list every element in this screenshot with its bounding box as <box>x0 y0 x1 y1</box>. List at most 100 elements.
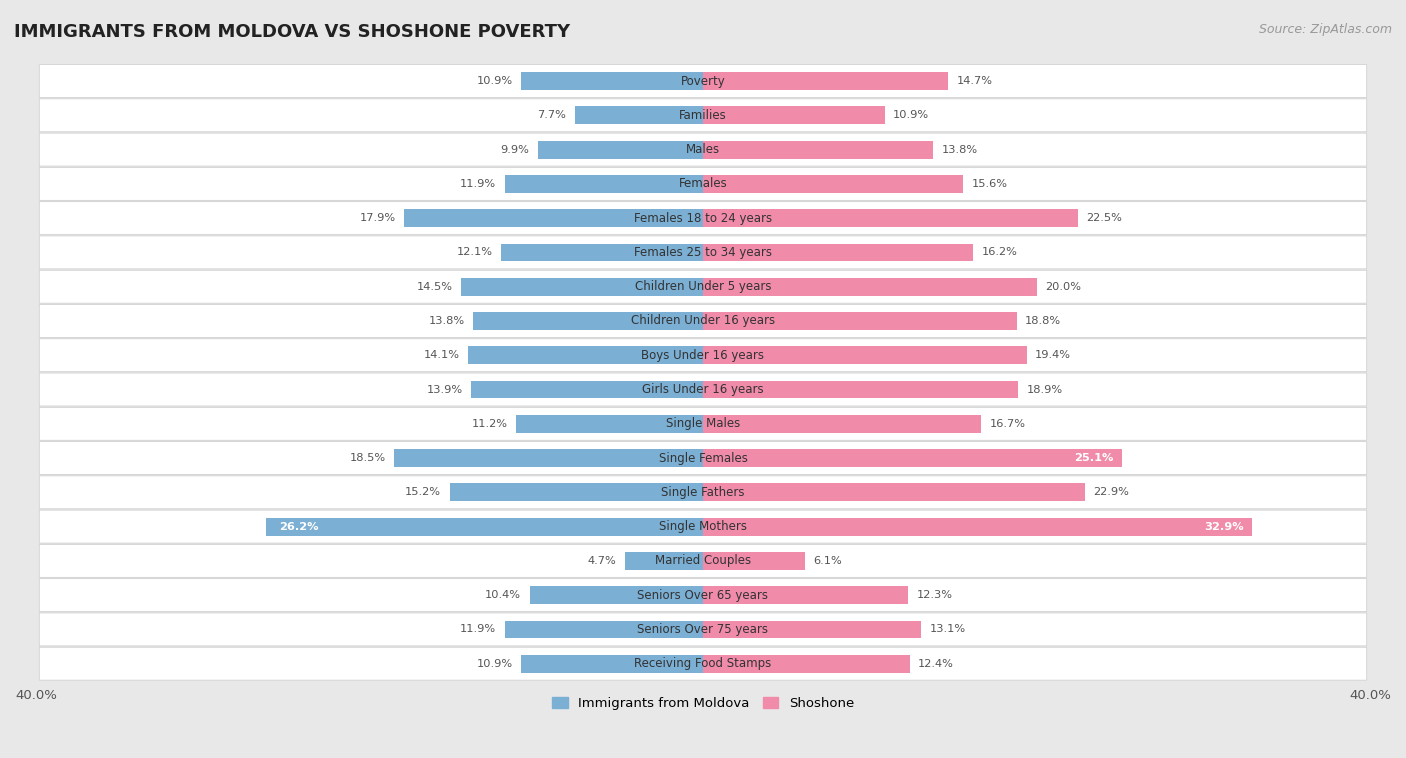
Text: 22.5%: 22.5% <box>1087 213 1122 223</box>
Text: Children Under 5 years: Children Under 5 years <box>634 280 772 293</box>
Text: 9.9%: 9.9% <box>501 145 530 155</box>
FancyBboxPatch shape <box>39 339 1367 371</box>
Text: Children Under 16 years: Children Under 16 years <box>631 315 775 327</box>
Bar <box>703 312 1017 330</box>
Bar <box>501 243 703 262</box>
Text: 16.7%: 16.7% <box>990 418 1026 429</box>
Text: 22.9%: 22.9% <box>1094 487 1129 497</box>
FancyBboxPatch shape <box>39 64 1367 98</box>
Text: 15.2%: 15.2% <box>405 487 441 497</box>
Text: 10.9%: 10.9% <box>893 111 929 121</box>
Text: Families: Families <box>679 109 727 122</box>
Bar <box>703 243 973 262</box>
FancyBboxPatch shape <box>39 236 1367 269</box>
FancyBboxPatch shape <box>39 647 1367 680</box>
Bar <box>703 655 910 672</box>
Text: Source: ZipAtlas.com: Source: ZipAtlas.com <box>1258 23 1392 36</box>
Bar <box>450 484 703 501</box>
Bar <box>530 586 703 604</box>
Legend: Immigrants from Moldova, Shoshone: Immigrants from Moldova, Shoshone <box>547 691 859 715</box>
Text: Receiving Food Stamps: Receiving Food Stamps <box>634 657 772 670</box>
Text: 12.3%: 12.3% <box>917 590 952 600</box>
Text: Poverty: Poverty <box>681 74 725 87</box>
Bar <box>624 552 703 570</box>
Bar <box>471 381 703 399</box>
Text: Single Males: Single Males <box>666 418 740 431</box>
FancyBboxPatch shape <box>39 168 1367 200</box>
Bar <box>703 381 1018 399</box>
Text: Females 18 to 24 years: Females 18 to 24 years <box>634 211 772 224</box>
Text: Seniors Over 75 years: Seniors Over 75 years <box>637 623 769 636</box>
Text: 19.4%: 19.4% <box>1035 350 1071 360</box>
Bar <box>703 586 908 604</box>
Bar <box>575 106 703 124</box>
Bar <box>703 415 981 433</box>
Text: 26.2%: 26.2% <box>280 522 319 531</box>
Text: Seniors Over 65 years: Seniors Over 65 years <box>637 589 769 602</box>
Text: 7.7%: 7.7% <box>537 111 567 121</box>
Bar <box>703 552 804 570</box>
Text: Females: Females <box>679 177 727 190</box>
Text: 32.9%: 32.9% <box>1204 522 1243 531</box>
Bar <box>505 175 703 193</box>
FancyBboxPatch shape <box>39 476 1367 509</box>
FancyBboxPatch shape <box>39 407 1367 440</box>
Text: Girls Under 16 years: Girls Under 16 years <box>643 383 763 396</box>
Text: 11.9%: 11.9% <box>460 625 496 634</box>
Text: Single Mothers: Single Mothers <box>659 520 747 533</box>
FancyBboxPatch shape <box>39 510 1367 543</box>
Text: 13.8%: 13.8% <box>429 316 464 326</box>
Bar <box>538 141 703 158</box>
Text: 10.4%: 10.4% <box>485 590 522 600</box>
Text: 18.8%: 18.8% <box>1025 316 1062 326</box>
Text: 14.5%: 14.5% <box>416 282 453 292</box>
Text: Females 25 to 34 years: Females 25 to 34 years <box>634 246 772 259</box>
Bar <box>703 106 884 124</box>
Text: Males: Males <box>686 143 720 156</box>
Text: Married Couples: Married Couples <box>655 554 751 568</box>
Text: 13.9%: 13.9% <box>427 384 463 394</box>
Text: 11.9%: 11.9% <box>460 179 496 189</box>
Text: 13.1%: 13.1% <box>929 625 966 634</box>
Text: 13.8%: 13.8% <box>942 145 977 155</box>
Text: 25.1%: 25.1% <box>1074 453 1114 463</box>
Bar <box>703 518 1251 535</box>
Bar <box>405 209 703 227</box>
FancyBboxPatch shape <box>39 373 1367 406</box>
FancyBboxPatch shape <box>39 99 1367 132</box>
Bar <box>522 655 703 672</box>
Bar <box>703 484 1085 501</box>
Text: Single Females: Single Females <box>658 452 748 465</box>
Text: 12.4%: 12.4% <box>918 659 955 669</box>
Bar <box>522 72 703 90</box>
Text: 14.7%: 14.7% <box>956 76 993 86</box>
FancyBboxPatch shape <box>39 202 1367 234</box>
Bar <box>505 621 703 638</box>
Bar <box>703 72 948 90</box>
Bar <box>266 518 703 535</box>
FancyBboxPatch shape <box>39 442 1367 475</box>
Text: 12.1%: 12.1% <box>457 247 494 258</box>
Bar <box>703 277 1036 296</box>
Text: Single Fathers: Single Fathers <box>661 486 745 499</box>
Bar <box>703 346 1026 364</box>
Text: 6.1%: 6.1% <box>813 556 842 566</box>
Text: 4.7%: 4.7% <box>588 556 616 566</box>
FancyBboxPatch shape <box>39 544 1367 578</box>
Text: 15.6%: 15.6% <box>972 179 1008 189</box>
Text: 10.9%: 10.9% <box>477 659 513 669</box>
FancyBboxPatch shape <box>39 271 1367 303</box>
FancyBboxPatch shape <box>39 133 1367 166</box>
Bar <box>468 346 703 364</box>
Text: 11.2%: 11.2% <box>472 418 508 429</box>
Text: 17.9%: 17.9% <box>360 213 396 223</box>
Bar <box>395 449 703 467</box>
Text: 20.0%: 20.0% <box>1045 282 1081 292</box>
Bar <box>703 449 1122 467</box>
Text: IMMIGRANTS FROM MOLDOVA VS SHOSHONE POVERTY: IMMIGRANTS FROM MOLDOVA VS SHOSHONE POVE… <box>14 23 571 41</box>
FancyBboxPatch shape <box>39 613 1367 646</box>
FancyBboxPatch shape <box>39 578 1367 612</box>
Text: 16.2%: 16.2% <box>981 247 1018 258</box>
FancyBboxPatch shape <box>39 305 1367 337</box>
Text: 18.9%: 18.9% <box>1026 384 1063 394</box>
